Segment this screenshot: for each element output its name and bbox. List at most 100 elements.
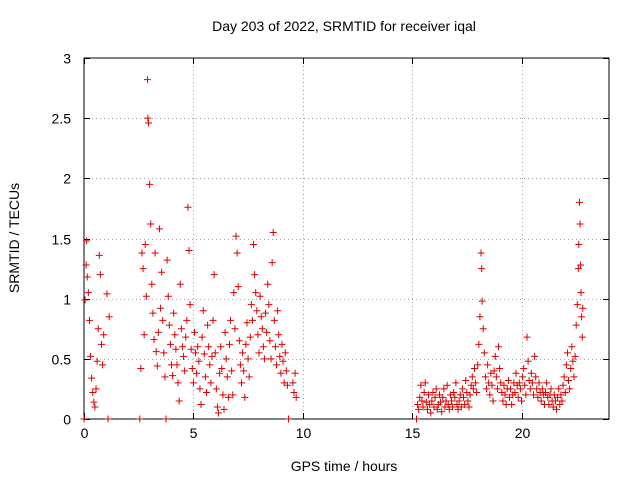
data-point: [531, 352, 539, 360]
y-tick-label: 2.5: [52, 111, 72, 127]
data-point: [275, 331, 283, 339]
data-point: [259, 343, 267, 351]
data-point: [153, 362, 161, 370]
data-point: [515, 379, 523, 387]
data-point: [524, 357, 532, 365]
data-point: [204, 321, 212, 329]
data-point: [228, 367, 236, 375]
data-point: [473, 389, 481, 397]
data-point: [177, 325, 185, 333]
data-point: [270, 316, 278, 324]
data-point: [246, 333, 254, 341]
data-point: [573, 301, 581, 309]
data-point: [87, 352, 95, 360]
data-point: [443, 381, 451, 389]
data-point: [100, 331, 108, 339]
y-tick-label: 2: [63, 171, 71, 187]
data-point: [174, 379, 182, 387]
data-point: [222, 355, 230, 363]
data-point: [159, 316, 167, 324]
x-tick-label: 5: [190, 425, 198, 441]
data-point: [232, 232, 240, 240]
data-point: [521, 381, 529, 389]
data-point: [553, 405, 560, 413]
data-point: [165, 321, 173, 329]
data-point: [499, 397, 507, 405]
grid-lines: [84, 58, 609, 419]
data-point: [413, 415, 420, 423]
data-point: [437, 398, 445, 406]
data-point: [491, 352, 499, 360]
data-point: [439, 393, 447, 401]
data-point: [224, 393, 232, 401]
data-point: [207, 379, 215, 387]
data-point: [255, 349, 263, 357]
data-point: [277, 369, 285, 377]
data-point: [220, 405, 228, 413]
data-point: [417, 381, 425, 389]
data-point: [170, 309, 178, 317]
data-point: [507, 385, 515, 393]
data-point: [285, 415, 293, 423]
data-point: [98, 340, 105, 348]
data-point: [458, 385, 466, 393]
data-points: [80, 76, 587, 423]
data-point: [512, 369, 520, 377]
data-point: [217, 343, 225, 351]
data-point: [215, 409, 223, 417]
data-point: [244, 355, 252, 363]
data-point: [90, 398, 98, 406]
data-point: [444, 401, 452, 409]
data-point: [460, 393, 468, 401]
y-tick-label: 0: [63, 412, 71, 428]
data-point: [136, 415, 144, 423]
data-point: [532, 373, 540, 381]
data-point: [185, 247, 193, 255]
data-point: [203, 389, 210, 397]
data-point: [187, 345, 195, 353]
data-point: [83, 237, 91, 245]
data-point: [495, 343, 503, 351]
data-point: [268, 259, 276, 267]
data-point: [508, 401, 516, 409]
data-point: [551, 397, 559, 405]
data-point: [253, 307, 261, 315]
data-point: [205, 343, 213, 351]
y-tick-label: 3: [63, 51, 71, 67]
data-point: [181, 367, 189, 375]
data-point: [273, 361, 280, 369]
data-point: [251, 271, 259, 279]
data-point: [210, 271, 218, 279]
data-point: [530, 391, 538, 399]
data-point: [520, 364, 528, 372]
data-point: [238, 379, 245, 387]
data-point: [453, 401, 461, 409]
data-point: [569, 357, 577, 365]
data-point: [241, 393, 249, 401]
data-point: [104, 415, 112, 423]
data-point: [92, 385, 100, 393]
data-point: [578, 333, 586, 341]
data-point: [451, 393, 459, 401]
data-point: [173, 361, 181, 369]
chart-title: Day 203 of 2022, SRMTID for receiver iqa…: [212, 18, 476, 34]
data-point: [518, 397, 525, 405]
data-point: [95, 251, 103, 259]
data-point: [199, 307, 207, 315]
data-point: [547, 385, 555, 393]
data-point: [171, 331, 179, 339]
data-point: [146, 180, 154, 188]
data-point: [578, 313, 586, 321]
data-point: [88, 374, 96, 382]
data-point: [576, 220, 584, 228]
data-point: [148, 280, 156, 288]
data-point: [267, 355, 275, 363]
data-point: [568, 343, 576, 351]
data-point: [526, 385, 534, 393]
data-point: [466, 391, 474, 399]
data-point: [504, 376, 512, 384]
data-point: [250, 241, 258, 249]
data-point: [483, 385, 490, 393]
data-point: [147, 220, 155, 228]
data-point: [234, 283, 242, 291]
